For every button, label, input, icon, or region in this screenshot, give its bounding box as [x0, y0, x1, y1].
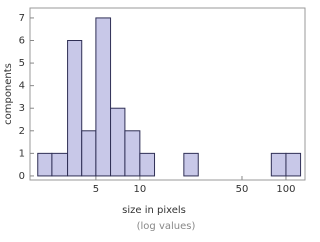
x-axis-label: size in pixels [122, 205, 186, 216]
x-tick-label: 50 [236, 184, 249, 195]
bar [183, 152, 199, 177]
x-tick-label: 100 [276, 184, 295, 195]
bar [124, 130, 141, 177]
y-tick-label: 4 [19, 81, 25, 92]
y-tick-label: 6 [19, 36, 25, 47]
bar [67, 40, 83, 177]
bar [95, 17, 112, 177]
y-axis-label: components [3, 63, 14, 125]
y-tick-label: 0 [19, 171, 25, 182]
x-axis-sublabel: (log values) [137, 221, 196, 232]
bar [110, 107, 126, 177]
x-tick-label: 5 [93, 184, 99, 195]
y-tick-label: 1 [19, 148, 25, 159]
bar [139, 152, 156, 177]
bar [285, 152, 302, 177]
chart: size in pixels (log values) components 0… [3, 7, 306, 232]
y-tick-label: 5 [19, 58, 25, 69]
y-tick-label: 7 [19, 13, 25, 24]
y-tick-label: 3 [19, 103, 25, 114]
x-tick-label: 10 [133, 184, 146, 195]
bar [81, 130, 97, 177]
bar [37, 152, 53, 177]
bar [270, 152, 287, 177]
bar [51, 152, 69, 177]
y-tick-label: 2 [19, 126, 25, 137]
